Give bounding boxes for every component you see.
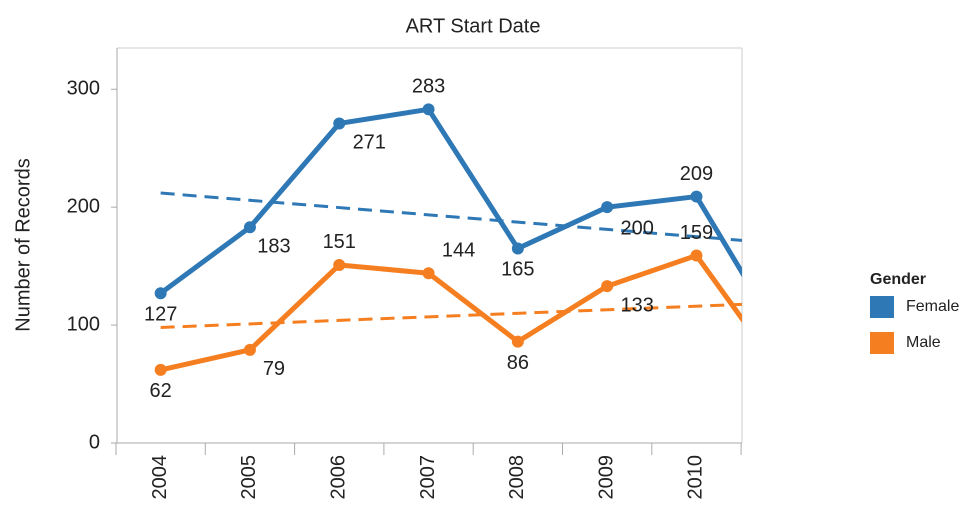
x-tick-label: 2009 [595, 455, 617, 500]
trend-line [160, 302, 742, 329]
data-label: 283 [412, 76, 445, 98]
legend-label: Female [906, 298, 959, 315]
y-tick-label: 200 [67, 195, 100, 217]
point [690, 190, 703, 203]
series-line [159, 106, 742, 296]
legend-swatch [870, 332, 894, 354]
data-label: 144 [442, 239, 475, 261]
point [422, 103, 435, 116]
point [243, 343, 256, 356]
point [601, 201, 614, 214]
point [243, 221, 256, 234]
point [780, 373, 792, 385]
data-label: 127 [144, 304, 177, 326]
y-tick-label: 300 [67, 78, 100, 100]
data-label: 183 [257, 236, 290, 258]
y-axis-label: Number of Records [12, 158, 34, 331]
point [780, 339, 792, 351]
data-label: 86 [507, 352, 529, 374]
legend-swatch [870, 296, 894, 318]
x-tick-label: 2010 [685, 455, 707, 500]
series-line [160, 253, 742, 373]
y-tick-label: 0 [89, 431, 100, 453]
plot-area [154, 103, 792, 385]
x-tick-label: 2005 [238, 455, 260, 500]
point [154, 363, 167, 376]
data-label: 79 [263, 358, 285, 380]
legend-title: Gender [870, 271, 926, 288]
point [511, 242, 524, 255]
x-tick-label: 2006 [328, 455, 350, 500]
y-tick-label: 100 [67, 313, 100, 335]
point [422, 267, 435, 280]
data-label: 133 [620, 294, 653, 316]
data-label: 159 [680, 222, 713, 244]
trend-line [160, 191, 742, 242]
point [511, 335, 524, 348]
chart-title: ART Start Date [406, 15, 541, 37]
x-tick-label: 2008 [506, 455, 528, 500]
data-label: 271 [353, 132, 386, 154]
point [333, 258, 346, 271]
point [154, 287, 167, 300]
data-label: 200 [620, 217, 653, 239]
data-label: 209 [680, 163, 713, 185]
point [333, 117, 346, 130]
point [601, 280, 614, 293]
data-label: 165 [501, 259, 534, 281]
data-label: 62 [150, 380, 172, 402]
x-tick-label: 2007 [417, 455, 439, 500]
legend-label: Male [906, 334, 941, 351]
point [690, 249, 703, 262]
x-tick-label: 2004 [149, 455, 171, 500]
data-label: 151 [323, 231, 356, 253]
